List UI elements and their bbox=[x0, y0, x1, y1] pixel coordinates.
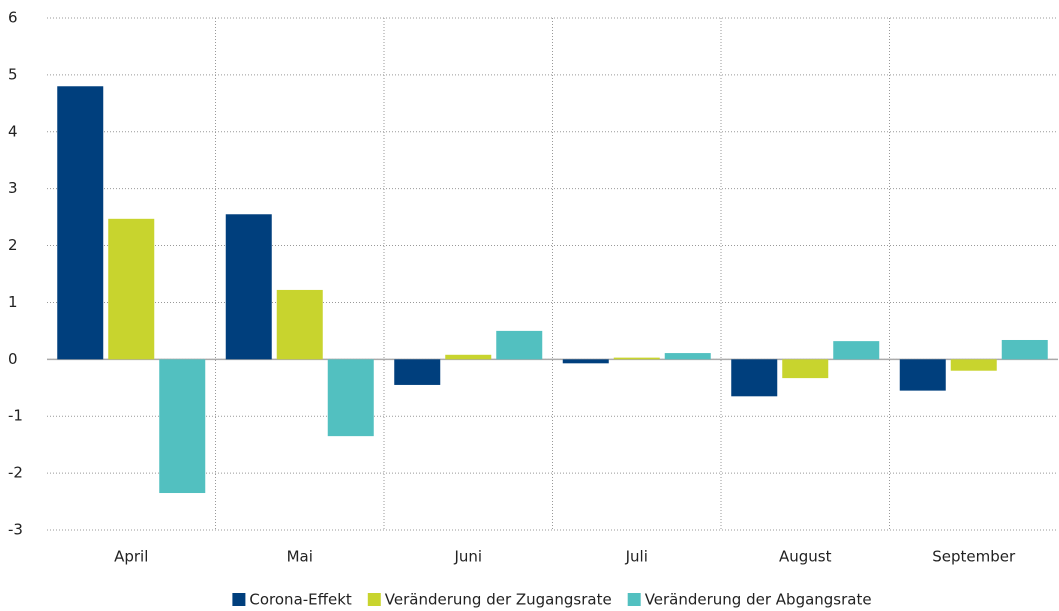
bar bbox=[445, 354, 492, 360]
bar bbox=[496, 330, 543, 360]
bar bbox=[562, 359, 609, 364]
bar bbox=[899, 359, 946, 391]
y-tick-label: 5 bbox=[8, 65, 18, 83]
x-tick-label: Mai bbox=[287, 548, 313, 566]
bar bbox=[833, 341, 880, 360]
bar bbox=[225, 214, 272, 360]
legend-label: Veränderung der Abgangsrate bbox=[645, 591, 872, 609]
legend-swatch bbox=[367, 593, 381, 606]
x-tick-label: September bbox=[932, 548, 1016, 566]
bar bbox=[950, 359, 997, 371]
y-tick-label: 3 bbox=[8, 179, 18, 197]
bar bbox=[57, 86, 104, 360]
legend-swatch bbox=[627, 593, 641, 606]
bar bbox=[108, 218, 155, 360]
bar bbox=[394, 359, 441, 385]
y-tick-label: -1 bbox=[8, 407, 23, 425]
bar bbox=[1001, 339, 1048, 360]
bar bbox=[664, 353, 711, 360]
x-tick-label: Juni bbox=[453, 548, 482, 566]
x-tick-label: Juli bbox=[625, 548, 648, 566]
y-tick-label: 0 bbox=[8, 350, 18, 368]
y-tick-label: 6 bbox=[8, 9, 18, 27]
bar bbox=[276, 289, 323, 360]
y-tick-label: 2 bbox=[8, 236, 18, 254]
x-tick-label: August bbox=[779, 548, 832, 566]
bar bbox=[327, 359, 374, 437]
y-tick-label: 4 bbox=[8, 122, 18, 140]
bar bbox=[613, 357, 660, 360]
bar bbox=[782, 359, 829, 379]
y-tick-label: 1 bbox=[8, 293, 18, 311]
y-tick-label: -2 bbox=[8, 464, 23, 482]
y-tick-label: -3 bbox=[8, 521, 23, 539]
bar bbox=[159, 359, 206, 494]
x-tick-label: April bbox=[114, 548, 148, 566]
legend-label: Veränderung der Zugangsrate bbox=[385, 591, 612, 609]
legend-label: Corona-Effekt bbox=[249, 591, 352, 609]
bar bbox=[731, 359, 778, 397]
legend-swatch bbox=[232, 593, 246, 606]
